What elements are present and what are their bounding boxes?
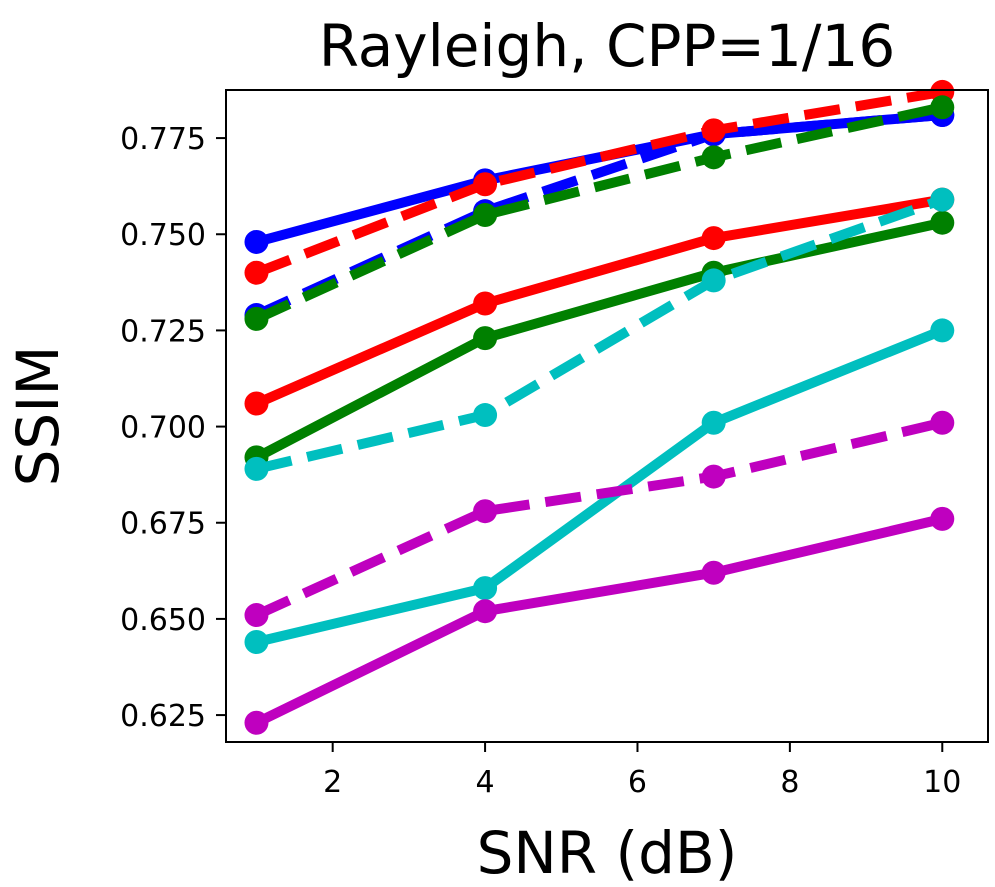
series-line-red-solid [254, 194, 944, 409]
data-point-magenta-solid-3 [930, 506, 955, 531]
x-tick-label: 8 [780, 765, 799, 800]
data-point-red-dashed-1 [473, 172, 498, 197]
y-tick-label: 0.700 [120, 411, 206, 446]
series-line-cyan-dashed [255, 194, 944, 474]
data-point-green-dashed-0 [244, 306, 269, 331]
data-point-cyan-dashed-2 [701, 268, 726, 293]
x-tick-label: 2 [323, 765, 342, 800]
series-line-magenta-dashed [254, 417, 944, 620]
data-point-cyan-solid-2 [701, 410, 726, 435]
data-point-red-solid-2 [701, 226, 726, 251]
y-tick-label: 0.675 [120, 507, 206, 542]
plot-series-group [244, 79, 955, 735]
data-point-cyan-dashed-0 [244, 456, 269, 481]
data-point-red-solid-1 [473, 291, 498, 316]
data-point-magenta-solid-2 [701, 560, 726, 585]
data-point-cyan-solid-0 [244, 629, 269, 654]
y-tick-label: 0.625 [120, 699, 206, 734]
data-point-cyan-dashed-1 [473, 403, 498, 428]
series-cyan-dashed [244, 187, 955, 481]
series-magenta-solid [244, 506, 955, 735]
y-tick-label: 0.650 [120, 603, 206, 638]
y-axis: 0.625 0.650 0.675 0.700 0.725 0.750 0.775 [120, 122, 226, 734]
data-point-green-dashed-3 [930, 95, 955, 120]
y-axis-label: SSIM [4, 346, 72, 487]
series-green-solid [244, 210, 955, 470]
data-point-magenta-dashed-1 [473, 499, 498, 524]
x-axis: 2 4 6 8 10 [323, 742, 961, 800]
data-point-green-solid-3 [930, 210, 955, 235]
series-green-dashed [244, 95, 955, 331]
series-line-green-solid [254, 217, 944, 462]
series-red-dashed [244, 79, 955, 285]
data-point-green-dashed-1 [473, 203, 498, 228]
series-line-blue-solid [255, 110, 943, 247]
series-line-cyan-solid [255, 325, 945, 647]
data-point-red-solid-0 [244, 391, 269, 416]
data-point-blue-solid-0 [244, 229, 269, 254]
y-tick-label: 0.750 [120, 218, 206, 253]
data-point-red-dashed-2 [701, 118, 726, 143]
data-point-magenta-solid-0 [244, 710, 269, 735]
data-point-magenta-dashed-0 [244, 603, 269, 628]
chart-title: Rayleigh, CPP=1/16 [319, 12, 896, 80]
x-axis-label: SNR (dB) [477, 819, 738, 887]
data-point-cyan-solid-3 [930, 318, 955, 343]
y-tick-label: 0.775 [120, 122, 206, 157]
x-tick-label: 4 [476, 765, 495, 800]
data-point-green-solid-1 [473, 326, 498, 351]
series-line-red-dashed [254, 86, 944, 278]
data-point-magenta-dashed-2 [701, 464, 726, 489]
data-point-green-dashed-2 [701, 145, 726, 170]
data-point-cyan-solid-1 [473, 576, 498, 601]
series-magenta-dashed [244, 410, 955, 628]
series-cyan-solid [244, 318, 955, 654]
x-tick-label: 6 [628, 765, 647, 800]
x-tick-label: 10 [923, 765, 961, 800]
data-point-magenta-dashed-3 [930, 410, 955, 435]
data-point-cyan-dashed-3 [930, 187, 955, 212]
series-line-magenta-solid [254, 514, 944, 728]
data-point-magenta-solid-1 [473, 599, 498, 624]
series-line-green-dashed [254, 102, 944, 324]
data-point-red-dashed-0 [244, 260, 269, 285]
plot-frame [225, 89, 989, 743]
y-tick-label: 0.725 [120, 314, 206, 349]
